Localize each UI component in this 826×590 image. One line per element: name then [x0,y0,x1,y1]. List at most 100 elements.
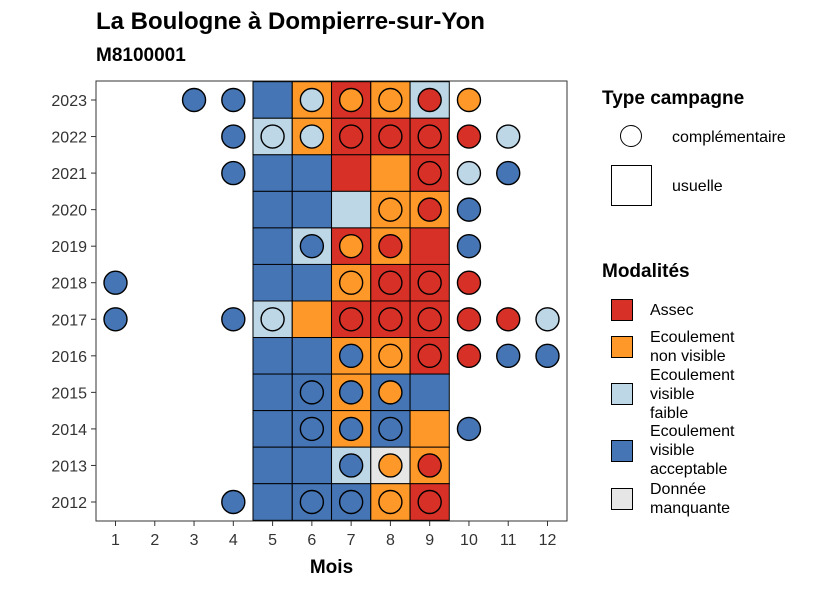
point-2016-12 [535,343,560,369]
point-2021-9 [417,160,442,186]
chart-subtitle: M8100001 [96,45,186,66]
tile-2013-6 [291,446,332,485]
point-2022-9 [417,124,442,149]
point-2017-7 [338,307,364,332]
legend-type-title: Type campagne [602,88,745,109]
point-2015-7 [338,380,364,405]
point-2016-7 [338,343,364,369]
point-2018-8 [378,270,403,295]
point-2022-10 [456,124,482,149]
point-2016-10 [456,343,482,369]
point-2022-7 [338,124,364,149]
tile-2016-6 [291,337,332,375]
y-tick-label: 2018 [51,276,87,293]
x-tick-label: 4 [229,532,238,549]
point-2019-8 [378,233,403,259]
legend-key-ecoulement-non-visible [611,336,633,358]
tile-2020-6 [291,190,332,229]
point-2019-6 [299,233,325,259]
legend-label-ecoulement-non-visible: Ecoulement non visible [650,329,735,365]
legend-key-ecoulement-visible-faible [611,383,633,405]
point-2020-8 [378,197,403,222]
x-axis-title: Mois [310,557,353,578]
point-2017-8 [378,307,403,332]
point-2021-11 [496,160,521,186]
y-tick-label: 2012 [51,495,87,512]
x-tick-label: 9 [425,532,434,549]
point-2021-4 [221,160,246,186]
point-2013-9 [417,453,442,478]
tile-2014-5 [252,410,293,448]
point-2018-10 [456,270,482,295]
y-tick-label: 2015 [51,385,87,402]
point-2018-9 [417,270,442,295]
point-2022-5 [260,124,285,149]
x-tick-label: 7 [347,532,356,549]
tile-2020-7 [331,190,372,229]
point-2016-9 [417,343,442,369]
y-axis: 2012 2013 2014 2015 2016 2017 2018 2019 2020 2021… [51,93,96,512]
tile-2018-6 [291,263,332,302]
legend-key-square [611,165,652,206]
y-tick-label: 2020 [51,203,87,220]
legend-key-assec [611,299,633,321]
point-2017-4 [221,307,246,332]
point-2012-7 [338,489,364,515]
y-tick-label: 2019 [51,239,87,256]
tile-2021-7 [331,154,372,192]
tile-2018-5 [252,263,293,302]
legend-key-donnee-manquante [611,488,633,510]
point-2019-7 [338,233,364,259]
point-2023-8 [378,87,403,113]
y-tick-label: 2013 [51,458,87,475]
point-2016-8 [378,343,403,369]
x-tick-label: 8 [386,532,395,549]
point-2021-10 [456,160,482,186]
tile-2021-6 [291,154,332,192]
tile-2013-5 [252,446,293,485]
x-tick-label: 11 [500,532,517,549]
plot-panel [95,80,568,522]
point-2017-9 [417,307,442,332]
y-tick-label: 2017 [51,312,87,329]
tile-2017-6 [291,300,332,339]
point-2017-11 [496,307,521,332]
tile-2020-5 [252,190,293,229]
point-2012-4 [221,489,246,515]
tile-2019-5 [252,227,293,265]
point-2013-7 [338,453,364,478]
point-2023-4 [221,87,246,113]
point-2022-8 [378,124,403,149]
legend-label-donnee-manquante: Donnée manquante [650,481,731,517]
point-2015-8 [378,380,403,405]
point-2014-10 [456,416,482,442]
point-2023-6 [299,87,325,113]
point-2020-10 [456,197,482,222]
point-2018-1 [103,270,128,295]
point-2012-9 [417,489,442,515]
point-2012-6 [299,489,325,515]
x-tick-label: 5 [268,532,277,549]
point-2023-3 [181,87,207,113]
point-2023-10 [456,87,482,113]
tile-2023-5 [252,81,293,119]
tile-2021-8 [370,154,411,192]
point-2017-5 [260,307,285,332]
point-2015-6 [299,380,325,405]
point-2022-6 [299,124,325,149]
legend-key-ecoulement-visible-acceptable [611,440,633,462]
tile-2012-5 [252,483,293,521]
point-2022-11 [496,124,521,149]
legend-label-complementaire: complémentaire [672,129,786,146]
point-2022-4 [221,124,246,149]
tile-2015-5 [252,373,293,412]
point-2017-12 [535,307,560,332]
point-2023-7 [338,87,364,113]
y-tick-label: 2014 [51,422,87,439]
tile-2019-9 [409,227,450,265]
x-axis: 1 2 3 4 5 6 7 8 9 10 11 12 [111,521,557,549]
legend-key-circle [620,125,642,147]
legend-label-usuelle: usuelle [672,178,723,195]
point-2014-7 [338,416,364,442]
